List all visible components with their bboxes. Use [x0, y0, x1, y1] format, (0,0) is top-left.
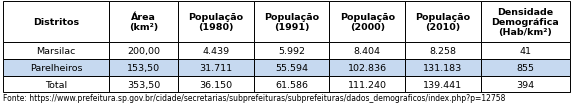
Bar: [109, 60, 178, 76]
Bar: [3, 2, 109, 43]
Bar: [109, 43, 178, 60]
Text: População
(2000): População (2000): [340, 13, 395, 32]
Bar: [481, 60, 570, 76]
Bar: [329, 76, 405, 93]
Text: 139.441: 139.441: [423, 80, 462, 89]
Bar: [405, 2, 481, 43]
Text: Área
(km²): Área (km²): [129, 13, 159, 32]
Bar: [178, 60, 254, 76]
Text: 55.594: 55.594: [275, 63, 308, 72]
Text: Distritos: Distritos: [33, 18, 79, 27]
Text: Densidade
Demográfica
(Hab/km²): Densidade Demográfica (Hab/km²): [492, 8, 559, 37]
Bar: [481, 43, 570, 60]
Text: 5.992: 5.992: [278, 47, 305, 56]
Text: Parelheiros: Parelheiros: [30, 63, 83, 72]
Text: 41: 41: [520, 47, 531, 56]
Bar: [109, 2, 178, 43]
Text: 4.439: 4.439: [202, 47, 230, 56]
Text: 394: 394: [516, 80, 535, 89]
Bar: [3, 43, 109, 60]
Bar: [481, 76, 570, 93]
Text: Total: Total: [45, 80, 67, 89]
Bar: [481, 2, 570, 43]
Bar: [178, 43, 254, 60]
Bar: [178, 2, 254, 43]
Text: 61.586: 61.586: [275, 80, 308, 89]
Bar: [329, 60, 405, 76]
Text: Marsilac: Marsilac: [37, 47, 76, 56]
Text: População
(1991): População (1991): [264, 13, 319, 32]
Text: 102.836: 102.836: [348, 63, 387, 72]
Text: 111.240: 111.240: [348, 80, 387, 89]
Bar: [254, 2, 329, 43]
Bar: [405, 76, 481, 93]
Bar: [254, 76, 329, 93]
Text: 353,50: 353,50: [127, 80, 160, 89]
Text: 8.258: 8.258: [429, 47, 457, 56]
Text: População
(2010): População (2010): [415, 13, 470, 32]
Text: 153,50: 153,50: [127, 63, 160, 72]
Text: 855: 855: [516, 63, 535, 72]
Bar: [178, 76, 254, 93]
Bar: [109, 76, 178, 93]
Bar: [254, 43, 329, 60]
Bar: [329, 43, 405, 60]
Text: Fonte: https://www.prefeitura.sp.gov.br/cidade/secretarias/subprefeituras/subpre: Fonte: https://www.prefeitura.sp.gov.br/…: [3, 93, 505, 102]
Bar: [405, 43, 481, 60]
Text: População
(1980): População (1980): [189, 13, 244, 32]
Bar: [329, 2, 405, 43]
Text: 8.404: 8.404: [354, 47, 381, 56]
Bar: [3, 60, 109, 76]
Text: 131.183: 131.183: [423, 63, 462, 72]
Bar: [405, 60, 481, 76]
Bar: [254, 60, 329, 76]
Text: 31.711: 31.711: [199, 63, 233, 72]
Text: 200,00: 200,00: [127, 47, 160, 56]
Text: 36.150: 36.150: [199, 80, 233, 89]
Bar: [3, 76, 109, 93]
